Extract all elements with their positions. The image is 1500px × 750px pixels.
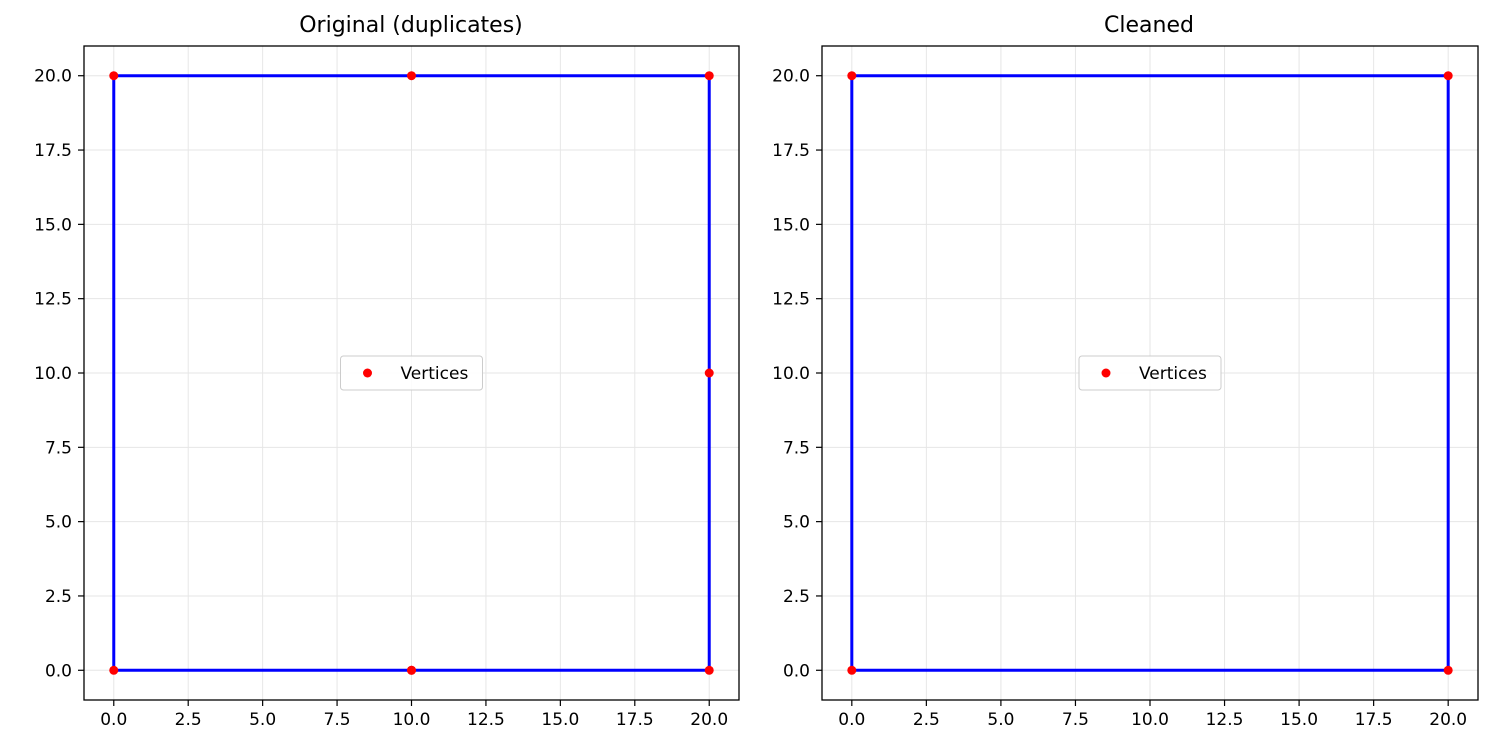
y-tick-label: 15.0 <box>772 215 810 235</box>
polygon-outline <box>112 74 711 672</box>
subplot-original: Original (duplicates) Vertices 0.0 2.5 5.0… <box>34 13 740 730</box>
chart-title: Cleaned <box>1104 13 1194 38</box>
x-tick-label: 20.0 <box>690 710 728 730</box>
legend: Vertices <box>340 355 483 391</box>
y-tick-label: 2.5 <box>45 587 72 607</box>
x-tick-label: 2.5 <box>913 710 940 730</box>
y-tick-label: 20.0 <box>34 67 72 87</box>
legend-marker <box>363 368 372 378</box>
vertex-point <box>847 665 857 675</box>
vertex-point <box>704 71 714 81</box>
y-tick-label: 10.0 <box>772 364 810 384</box>
vertex-point <box>704 665 714 675</box>
y-tick-label: 15.0 <box>34 215 72 235</box>
y-tick-label: 20.0 <box>772 67 810 87</box>
vertex-point <box>109 71 119 81</box>
x-tick-label: 10.0 <box>1131 710 1169 730</box>
y-tick-label: 10.0 <box>34 364 72 384</box>
y-tick-label: 17.5 <box>34 141 72 161</box>
x-tick-label: 0.0 <box>100 710 127 730</box>
legend-marker <box>1101 368 1111 378</box>
x-tick-label: 10.0 <box>393 710 431 730</box>
y-tick-label: 2.5 <box>783 587 810 607</box>
x-tick-label: 2.5 <box>175 710 202 730</box>
vertex-point <box>109 665 119 675</box>
vertex-point <box>1443 71 1453 81</box>
legend: Vertices <box>1078 355 1222 391</box>
x-tick-label: 12.5 <box>1206 710 1244 730</box>
y-tick-label: 0.0 <box>783 661 810 681</box>
legend-label: Vertices <box>401 364 469 384</box>
x-tick-label: 0.0 <box>838 710 865 730</box>
chart-title: Original (duplicates) <box>299 13 523 38</box>
y-tick-label: 7.5 <box>45 438 72 458</box>
vertex-point <box>407 71 416 81</box>
x-tick-label: 17.5 <box>616 710 654 730</box>
vertex-point <box>704 368 714 378</box>
legend-box <box>340 355 483 391</box>
x-tick-label: 20.0 <box>1429 710 1467 730</box>
x-tick-label: 12.5 <box>467 710 505 730</box>
y-tick-label: 7.5 <box>783 438 810 458</box>
vertex-point <box>407 665 416 675</box>
vertex-point <box>1443 665 1453 675</box>
y-tick-label: 5.0 <box>45 513 72 533</box>
y-tick-label: 12.5 <box>34 290 72 310</box>
x-tick-label: 7.5 <box>1062 710 1089 730</box>
x-tick-label: 5.0 <box>249 710 276 730</box>
legend-box <box>1078 355 1222 391</box>
y-tick-label: 17.5 <box>772 141 810 161</box>
y-tick-label: 5.0 <box>783 513 810 533</box>
y-tick-label: 0.0 <box>45 661 72 681</box>
x-tick-label: 17.5 <box>1355 710 1393 730</box>
vertex-point <box>847 71 857 81</box>
legend-label: Vertices <box>1139 364 1207 384</box>
x-tick-label: 5.0 <box>987 710 1014 730</box>
y-tick-label: 12.5 <box>772 290 810 310</box>
subplot-cleaned: Cleaned Vertices 0.0 2.5 5.0 7.5 10.0 12.5 15.… <box>772 13 1479 730</box>
x-tick-label: 15.0 <box>1280 710 1318 730</box>
x-tick-label: 7.5 <box>324 710 351 730</box>
x-tick-label: 15.0 <box>541 710 579 730</box>
